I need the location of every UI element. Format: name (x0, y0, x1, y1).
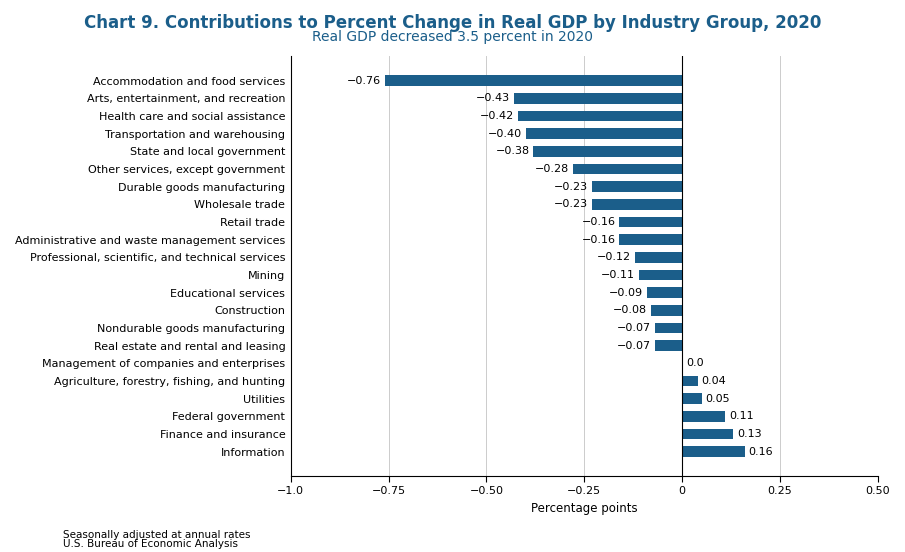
Bar (573, 164, 682, 174)
Text: Real GDP decreased 3.5 percent in 2020: Real GDP decreased 3.5 percent in 2020 (312, 30, 593, 44)
Bar (619, 235, 682, 245)
Text: −0.23: −0.23 (554, 199, 588, 209)
Text: −0.23: −0.23 (554, 182, 588, 192)
Text: −0.07: −0.07 (616, 341, 651, 351)
Bar (654, 323, 682, 333)
Bar (592, 182, 682, 192)
X-axis label: Percentage points: Percentage points (531, 502, 637, 515)
Bar (651, 305, 682, 316)
Bar (518, 111, 682, 121)
Bar (682, 446, 745, 457)
Text: 0.16: 0.16 (748, 447, 773, 457)
Text: Chart 9. Contributions to Percent Change in Real GDP by Industry Group, 2020: Chart 9. Contributions to Percent Change… (84, 14, 821, 32)
Text: −0.09: −0.09 (609, 288, 643, 298)
Bar (635, 252, 682, 263)
Text: 0.05: 0.05 (706, 394, 730, 404)
Bar (385, 76, 682, 86)
Bar (654, 341, 682, 351)
Text: −0.11: −0.11 (601, 270, 635, 280)
Text: −0.16: −0.16 (582, 235, 615, 245)
Text: −0.28: −0.28 (534, 164, 568, 174)
Bar (592, 199, 682, 210)
Text: 0.0: 0.0 (686, 358, 703, 368)
Text: −0.76: −0.76 (347, 76, 381, 86)
Bar (533, 146, 682, 157)
Text: −0.40: −0.40 (488, 129, 521, 139)
Text: −0.07: −0.07 (616, 323, 651, 333)
Bar (619, 217, 682, 227)
Bar (682, 394, 701, 404)
Text: 0.11: 0.11 (729, 411, 754, 421)
Bar (682, 428, 733, 439)
Text: −0.38: −0.38 (495, 146, 529, 156)
Text: 0.04: 0.04 (701, 376, 727, 386)
Bar (647, 288, 682, 298)
Bar (514, 93, 682, 104)
Bar (526, 129, 682, 139)
Text: Seasonally adjusted at annual rates: Seasonally adjusted at annual rates (63, 530, 251, 540)
Text: −0.16: −0.16 (582, 217, 615, 227)
Text: −0.08: −0.08 (613, 305, 647, 315)
Text: −0.43: −0.43 (476, 93, 510, 103)
Text: U.S. Bureau of Economic Analysis: U.S. Bureau of Economic Analysis (63, 539, 238, 549)
Bar (682, 376, 698, 386)
Text: 0.13: 0.13 (737, 429, 761, 439)
Text: −0.12: −0.12 (597, 252, 631, 262)
Bar (682, 411, 725, 422)
Text: −0.42: −0.42 (480, 111, 514, 121)
Bar (639, 270, 682, 280)
